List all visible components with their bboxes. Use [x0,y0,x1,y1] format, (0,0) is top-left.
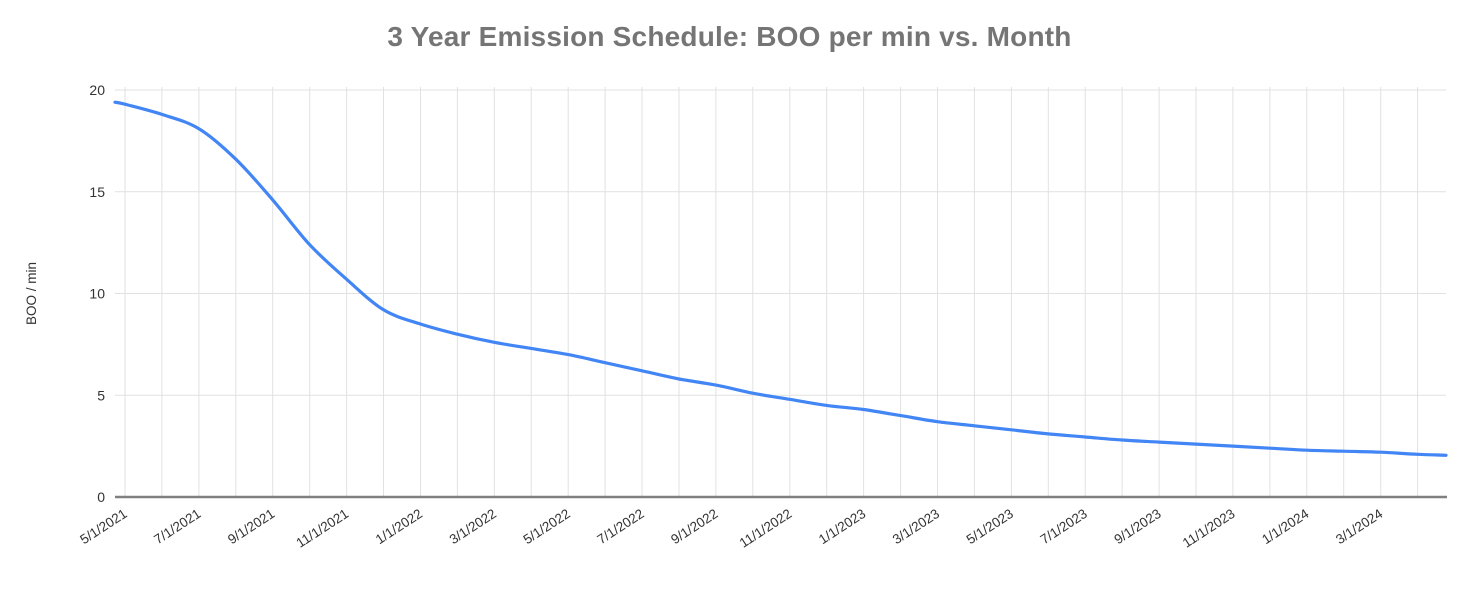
x-tick-label: 11/1/2022 [737,506,795,551]
x-tick-label: 11/1/2023 [1180,506,1238,551]
y-tick-label: 5 [97,387,105,403]
x-tick-label: 5/1/2022 [521,506,573,547]
y-axis-title: BOO / min [24,262,39,325]
x-axis-tick-labels: 5/1/2021 7/1/2021 9/1/2021 11/1/2021 1/1/202… [77,506,1385,551]
x-tick-label: 5/1/2023 [964,506,1016,547]
x-tick-label: 1/1/2024 [1259,506,1312,547]
horizontal-gridlines [115,89,1446,396]
x-tick-label: 3/1/2022 [447,506,499,547]
y-tick-label: 15 [89,184,105,200]
vertical-gridlines [124,87,1419,497]
chart-title: 3 Year Emission Schedule: BOO per min vs… [387,21,1072,52]
x-tick-label: 1/1/2022 [373,506,425,547]
x-tick-label: 3/1/2024 [1333,506,1386,547]
x-tick-label: 9/1/2022 [668,506,720,547]
y-axis-tick-labels: 0 5 10 15 20 [89,82,105,505]
x-tick-label: 1/1/2023 [816,506,868,547]
x-tick-label: 7/1/2023 [1038,506,1090,547]
x-tick-label: 7/1/2022 [594,506,646,547]
y-tick-label: 10 [89,286,105,302]
series-line[interactable] [113,100,1448,457]
x-tick-label: 9/1/2023 [1111,506,1163,547]
y-tick-label: 20 [89,82,105,98]
y-tick-label: 0 [97,489,105,505]
x-tick-label: 5/1/2021 [77,506,129,547]
x-tick-label: 9/1/2021 [225,506,277,547]
x-tick-label: 7/1/2021 [151,506,203,547]
x-tick-label: 11/1/2021 [294,506,352,551]
x-tick-label: 3/1/2023 [890,506,942,547]
